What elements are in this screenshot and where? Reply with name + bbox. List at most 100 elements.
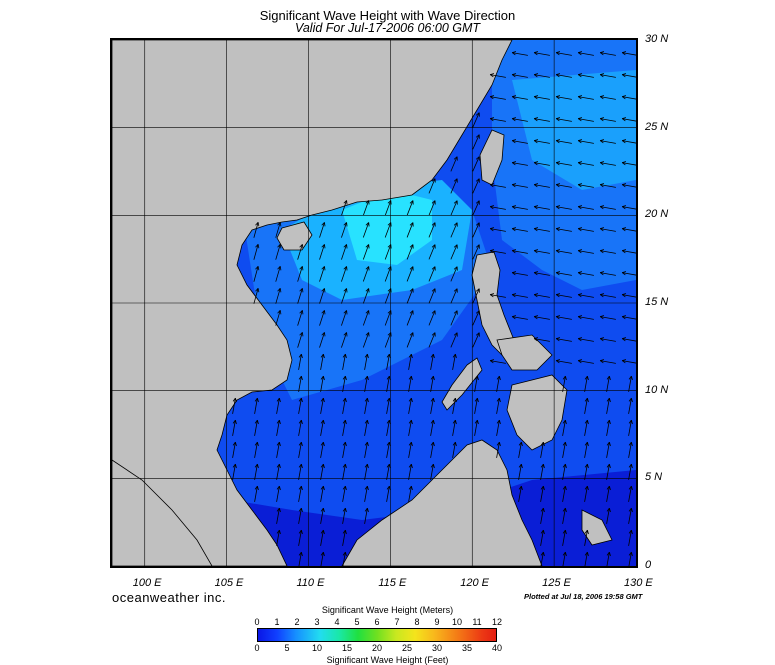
colorbar-meter-tick: 3 bbox=[314, 617, 320, 627]
arrow-icon bbox=[606, 507, 611, 524]
arrow-icon bbox=[489, 73, 506, 78]
arrow-icon bbox=[406, 244, 414, 260]
arrow-icon bbox=[406, 332, 414, 348]
arrow-icon bbox=[450, 178, 458, 194]
arrow-icon bbox=[555, 117, 572, 122]
arrow-icon bbox=[472, 112, 480, 128]
longitude-label: 105 E bbox=[214, 577, 244, 589]
arrow-icon bbox=[472, 332, 480, 348]
colorbar-meter-tick: 9 bbox=[434, 617, 440, 627]
arrow-icon bbox=[472, 310, 480, 326]
arrow-icon bbox=[232, 463, 237, 480]
arrow-icon bbox=[254, 463, 259, 480]
arrow-icon bbox=[298, 353, 303, 370]
arrow-icon bbox=[533, 161, 550, 166]
arrow-icon bbox=[342, 375, 347, 392]
arrow-icon bbox=[577, 271, 594, 276]
arrow-icon bbox=[621, 315, 636, 320]
arrow-icon bbox=[428, 200, 436, 216]
arrow-icon bbox=[511, 227, 528, 232]
arrow-icon bbox=[489, 205, 506, 210]
colorbar-title-meters: Significant Wave Height (Meters) bbox=[321, 605, 454, 615]
arrow-icon bbox=[474, 397, 479, 414]
arrow-icon bbox=[428, 332, 436, 348]
arrow-icon bbox=[621, 205, 636, 210]
arrow-icon bbox=[621, 249, 636, 254]
land-hainan bbox=[276, 221, 313, 251]
arrow-icon bbox=[364, 507, 369, 524]
arrow-icon bbox=[621, 139, 636, 144]
arrow-icon bbox=[533, 205, 550, 210]
colorbar-feet-tick: 25 bbox=[401, 643, 413, 653]
arrow-icon bbox=[320, 463, 325, 480]
arrow-icon bbox=[320, 419, 325, 436]
colorbar-gradient bbox=[257, 628, 497, 642]
arrow-icon bbox=[555, 227, 572, 232]
arrow-icon bbox=[452, 441, 457, 458]
arrow-icon bbox=[511, 293, 528, 298]
arrow-icon bbox=[621, 117, 636, 122]
arrow-icon bbox=[406, 222, 414, 238]
arrow-icon bbox=[628, 463, 633, 480]
valid-time-subtitle: Valid For Jul-17-2006 06:00 GMT bbox=[294, 21, 481, 35]
colorbar-meter-tick: 1 bbox=[274, 617, 280, 627]
arrow-icon bbox=[489, 117, 506, 122]
arrow-icon bbox=[584, 529, 589, 546]
arrow-icon bbox=[533, 293, 550, 298]
arrow-icon bbox=[253, 266, 260, 282]
arrow-icon bbox=[276, 441, 281, 458]
arrow-icon bbox=[562, 441, 567, 458]
arrow-icon bbox=[386, 353, 391, 370]
arrow-icon bbox=[555, 95, 572, 100]
arrow-icon bbox=[364, 463, 369, 480]
arrow-icon bbox=[496, 419, 501, 436]
arrow-icon bbox=[606, 551, 611, 566]
arrow-icon bbox=[628, 507, 633, 524]
arrow-icon bbox=[253, 244, 260, 260]
arrow-icon bbox=[599, 315, 616, 320]
chart-title: Significant Wave Height with Wave Direct… bbox=[259, 8, 516, 23]
arrow-icon bbox=[386, 463, 391, 480]
arrow-icon bbox=[599, 51, 616, 56]
arrow-icon bbox=[452, 397, 457, 414]
arrow-icon bbox=[342, 463, 347, 480]
arrow-icon bbox=[533, 227, 550, 232]
arrow-icon bbox=[342, 485, 347, 502]
arrow-icon bbox=[253, 222, 260, 238]
arrow-icon bbox=[533, 315, 550, 320]
longitude-label: 110 E bbox=[296, 577, 325, 589]
arrow-icon bbox=[384, 332, 392, 348]
wave-map[interactable] bbox=[110, 38, 638, 568]
arrow-icon bbox=[362, 310, 370, 326]
arrow-icon bbox=[298, 485, 303, 502]
plotted-timestamp: Plotted at Jul 18, 2006 19:58 GMT bbox=[524, 592, 643, 601]
arrow-icon bbox=[621, 51, 636, 56]
arrow-icon bbox=[584, 419, 589, 436]
arrow-icon bbox=[472, 222, 480, 238]
arrow-icon bbox=[428, 178, 436, 194]
arrow-icon bbox=[472, 156, 480, 172]
colorbar-meter-tick: 7 bbox=[394, 617, 400, 627]
arrow-icon bbox=[320, 485, 325, 502]
arrow-icon bbox=[319, 244, 326, 260]
arrow-icon bbox=[342, 397, 347, 414]
arrow-icon bbox=[319, 288, 326, 304]
arrow-icon bbox=[450, 310, 458, 326]
arrow-icon bbox=[555, 249, 572, 254]
land-mindanao bbox=[506, 374, 568, 451]
arrow-icon bbox=[430, 375, 435, 392]
arrow-icon bbox=[584, 551, 589, 566]
colorbar-meter-tick: 11 bbox=[472, 617, 482, 627]
arrow-icon bbox=[450, 332, 458, 348]
arrow-icon bbox=[621, 227, 636, 232]
arrow-icon bbox=[621, 293, 636, 298]
arrow-icon bbox=[450, 156, 458, 172]
arrow-icon bbox=[533, 139, 550, 144]
land-visayas bbox=[496, 334, 553, 371]
arrow-icon bbox=[599, 337, 616, 342]
arrow-icon bbox=[362, 244, 370, 260]
arrow-icon bbox=[253, 288, 260, 304]
arrow-icon bbox=[450, 222, 458, 238]
colorbar-feet-tick: 35 bbox=[461, 643, 473, 653]
arrow-icon bbox=[599, 95, 616, 100]
